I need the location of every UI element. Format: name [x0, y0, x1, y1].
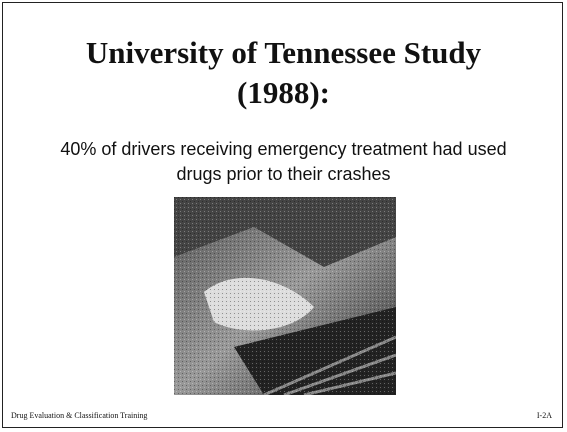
photo — [174, 197, 396, 395]
footer-right: I-2A — [537, 411, 552, 420]
footer-left: Drug Evaluation & Classification Trainin… — [11, 411, 147, 420]
slide-title: University of Tennessee Study (1988): — [63, 33, 504, 113]
slide-body: 40% of drivers receiving emergency treat… — [43, 137, 524, 187]
slide: University of Tennessee Study (1988): 40… — [2, 2, 563, 428]
